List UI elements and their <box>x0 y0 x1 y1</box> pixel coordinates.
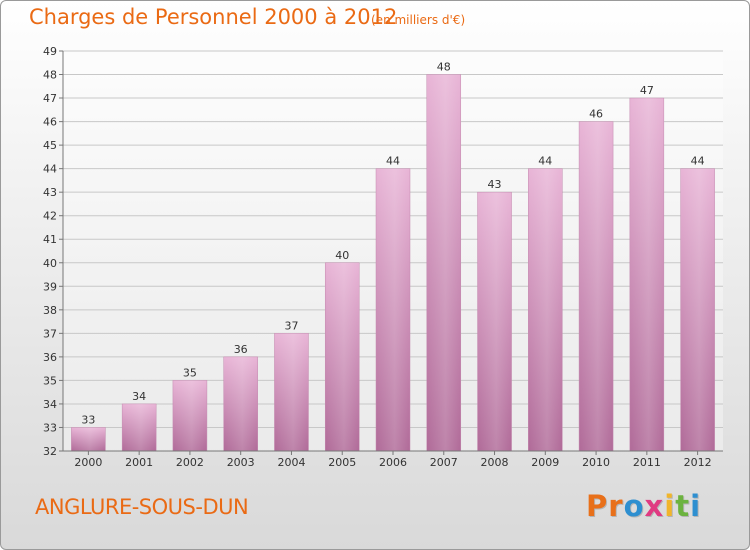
data-label: 36 <box>234 343 248 356</box>
y-tick-label: 47 <box>43 92 57 105</box>
y-tick-label: 42 <box>43 210 57 223</box>
bar-shine <box>579 121 614 452</box>
bar-layer <box>71 74 715 452</box>
data-label: 44 <box>386 155 400 168</box>
y-tick-label: 44 <box>43 163 57 176</box>
chart-subtitle: (en milliers d'€) <box>371 13 466 27</box>
data-label: 34 <box>132 390 146 403</box>
y-tick-label: 43 <box>43 186 57 199</box>
x-tick-label: 2005 <box>328 456 356 469</box>
y-tick-label: 46 <box>43 116 57 129</box>
proxiti-logo: Proxiti <box>586 489 701 523</box>
x-tick-label: 2009 <box>531 456 559 469</box>
logo-letter: o <box>623 489 645 523</box>
data-label: 33 <box>81 413 95 426</box>
bar-shine <box>528 168 563 451</box>
bar-shine <box>426 74 461 451</box>
logo-letter: t <box>675 489 691 523</box>
data-label: 37 <box>284 319 298 332</box>
y-tick-label: 40 <box>43 257 57 270</box>
data-label: 43 <box>488 178 502 191</box>
bar-shine <box>274 333 309 451</box>
bar-shine <box>325 262 360 451</box>
y-tick-label: 49 <box>43 45 57 58</box>
axis-layer: 32 33 34 35 36 37 38 39 40 41 42 43 44 45 46 47 48 49 2000… <box>43 45 723 469</box>
y-tick-label: 36 <box>43 351 57 364</box>
logo-letter: r <box>608 489 624 523</box>
data-label: 44 <box>538 155 552 168</box>
x-tick-label: 2012 <box>684 456 712 469</box>
data-label: 46 <box>589 108 603 121</box>
label-layer: 33 34 35 36 37 40 44 48 43 44 46 47 44 <box>81 61 704 427</box>
x-tick-label: 2000 <box>74 456 102 469</box>
y-tick-label: 35 <box>43 374 57 387</box>
x-tick-label: 2011 <box>633 456 661 469</box>
y-tick-label: 38 <box>43 304 57 317</box>
data-label: 44 <box>691 155 705 168</box>
bar-shine <box>122 403 157 451</box>
y-tick-label: 32 <box>43 445 57 458</box>
x-tick-label: 2006 <box>379 456 407 469</box>
y-tick-label: 37 <box>43 327 57 340</box>
y-tick-label: 34 <box>43 398 57 411</box>
commune-name: ANGLURE-SOUS-DUN <box>35 495 249 519</box>
x-tick-label: 2002 <box>176 456 204 469</box>
data-label: 40 <box>335 249 349 262</box>
bar-shine <box>172 380 207 451</box>
bar-shine <box>71 427 106 451</box>
bar-shine <box>629 98 664 451</box>
y-tick-label: 33 <box>43 421 57 434</box>
data-label: 35 <box>183 366 197 379</box>
y-tick-label: 48 <box>43 69 57 82</box>
x-tick-label: 2010 <box>582 456 610 469</box>
x-tick-label: 2001 <box>125 456 153 469</box>
data-label: 48 <box>437 61 451 74</box>
bar-shine <box>223 356 258 451</box>
y-tick-label: 45 <box>43 139 57 152</box>
logo-letter: x <box>644 489 665 523</box>
y-tick-label: 39 <box>43 280 57 293</box>
data-label: 47 <box>640 84 654 97</box>
logo-letter: i <box>690 489 702 523</box>
x-tick-label: 2007 <box>430 456 458 469</box>
bar-shine <box>376 168 410 451</box>
bar-shine <box>680 168 715 451</box>
y-tick-label: 41 <box>43 233 57 246</box>
x-tick-label: 2003 <box>227 456 255 469</box>
logo-letter: P <box>586 489 609 523</box>
x-tick-label: 2008 <box>481 456 509 469</box>
bar-shine <box>477 192 512 452</box>
x-tick-label: 2004 <box>277 456 305 469</box>
chart-title: Charges de Personnel 2000 à 2012 <box>29 5 398 29</box>
logo-letter: i <box>664 489 676 523</box>
